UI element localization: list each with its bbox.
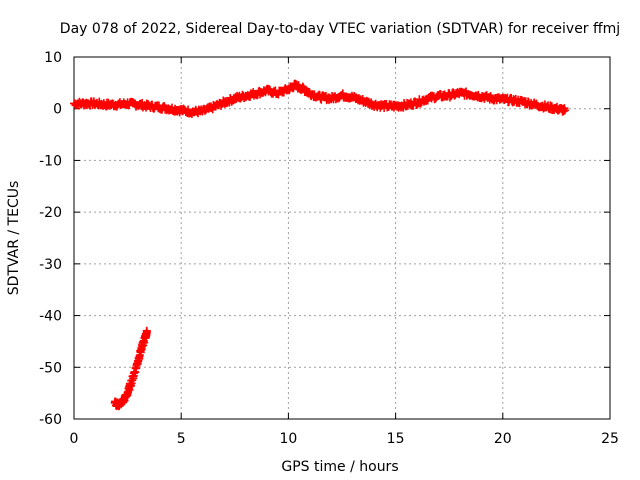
- data-point: [560, 106, 569, 115]
- grid: [74, 57, 610, 419]
- x-tick-label: 20: [494, 431, 512, 447]
- series-segment: [110, 326, 151, 411]
- x-tick-label: 5: [177, 431, 186, 447]
- y-tick-label: 10: [44, 50, 62, 66]
- series-main: [70, 79, 569, 119]
- y-tick-label: -40: [39, 309, 62, 325]
- x-tick-label: 10: [279, 431, 297, 447]
- chart-title: Day 078 of 2022, Sidereal Day-to-day VTE…: [60, 21, 620, 37]
- y-axis-title: SDTVAR / TECUs: [6, 181, 22, 296]
- data-series: [70, 79, 569, 411]
- x-axis-title: GPS time / hours: [281, 459, 398, 475]
- y-tick-label: -50: [39, 360, 62, 376]
- y-tick-label: 0: [53, 102, 62, 118]
- plot-frame: [73, 56, 611, 420]
- y-tick-label: -10: [39, 153, 62, 169]
- y-tick-label: -20: [39, 205, 62, 221]
- tick-labels: 0 5 10 15 20 25 10 0 -10 -20 -30 -40 -50 -60: [39, 50, 619, 447]
- y-tick-label: -30: [39, 257, 62, 273]
- x-tick-label: 0: [70, 431, 79, 447]
- data-point: [142, 328, 151, 337]
- y-tick-label: -60: [39, 412, 62, 428]
- x-tick-label: 25: [601, 431, 619, 447]
- axis-ticks: [73, 56, 611, 420]
- x-tick-label: 15: [387, 431, 405, 447]
